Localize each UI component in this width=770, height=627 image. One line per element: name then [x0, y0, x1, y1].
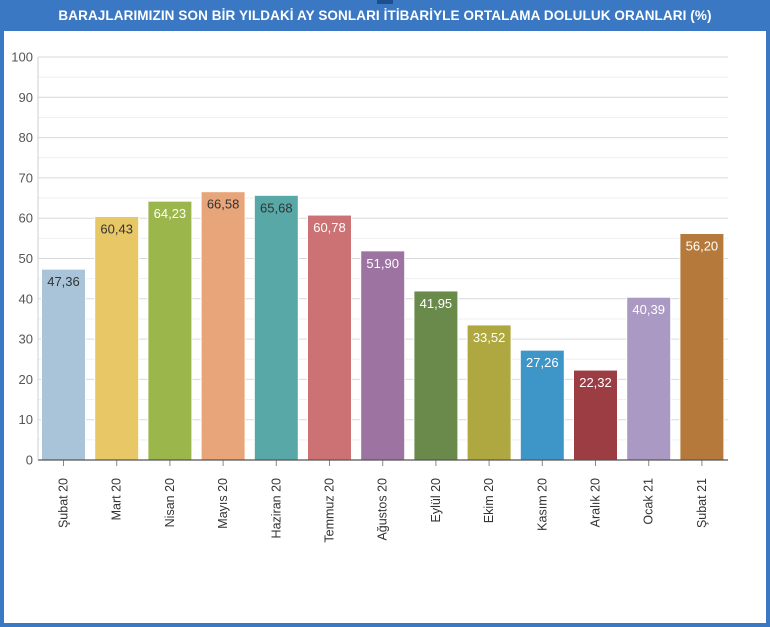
- data-label: 64,23: [154, 206, 187, 221]
- data-label: 56,20: [686, 239, 719, 254]
- x-tick-label: Temmuz 20: [323, 478, 337, 543]
- bar: [253, 194, 299, 461]
- bar: [519, 349, 565, 461]
- data-label: 41,95: [420, 296, 453, 311]
- x-tick-label: Kasım 20: [535, 478, 549, 531]
- y-tick-label: 60: [19, 211, 33, 226]
- y-tick-label: 100: [11, 50, 33, 65]
- bar: [147, 200, 193, 461]
- data-label: 40,39: [632, 302, 665, 317]
- x-tick-label: Şubat 21: [695, 478, 709, 528]
- data-label: 60,43: [100, 221, 133, 236]
- data-label: 33,52: [473, 330, 506, 345]
- data-label: 47,36: [47, 274, 80, 289]
- bar: [626, 296, 672, 461]
- y-tick-label: 30: [19, 332, 33, 347]
- bar: [41, 268, 86, 461]
- bar: [679, 233, 725, 461]
- y-tick-label: 50: [19, 251, 33, 266]
- y-tick-label: 40: [19, 291, 33, 306]
- bar: [360, 250, 406, 461]
- data-label: 66,58: [207, 197, 240, 212]
- x-tick-label: Ocak 21: [642, 478, 656, 525]
- labels: 0 10 20 30 40 50 60 70 80 90 100 47,36 Şubat 20 60,43…: [11, 50, 718, 543]
- data-label: 65,68: [260, 200, 293, 215]
- y-tick-label: 90: [19, 90, 33, 105]
- x-tick-label: Mart 20: [110, 478, 124, 520]
- y-tick-label: 0: [26, 453, 33, 468]
- y-tick-label: 80: [19, 130, 33, 145]
- x-tick-label: Mayıs 20: [216, 478, 230, 529]
- bar: [413, 290, 459, 461]
- bar: [307, 214, 352, 461]
- x-tick-label: Nisan 20: [163, 478, 177, 527]
- data-label: 27,26: [526, 355, 559, 370]
- axes: [37, 57, 728, 466]
- bars: [41, 191, 725, 461]
- data-label: 51,90: [366, 256, 399, 271]
- title-tab-marker: [377, 0, 393, 4]
- y-tick-label: 10: [19, 412, 33, 427]
- x-tick-label: Şubat 20: [57, 478, 71, 528]
- data-label: 22,32: [579, 375, 612, 390]
- x-tick-label: Eylül 20: [429, 478, 443, 523]
- y-tick-label: 20: [19, 372, 33, 387]
- x-tick-label: Haziran 20: [269, 478, 283, 538]
- bar: [200, 191, 246, 461]
- data-label: 60,78: [313, 220, 346, 235]
- x-tick-label: Aralık 20: [589, 478, 603, 527]
- x-tick-label: Ağustos 20: [376, 478, 390, 541]
- bar: [94, 215, 140, 461]
- x-tick-label: Ekim 20: [482, 478, 496, 523]
- y-tick-label: 70: [19, 170, 33, 185]
- bar: [573, 369, 618, 461]
- bar: [466, 324, 512, 461]
- chart-title: BARAJLARIMIZIN SON BİR YILDAKİ AY SONLAR…: [0, 0, 770, 31]
